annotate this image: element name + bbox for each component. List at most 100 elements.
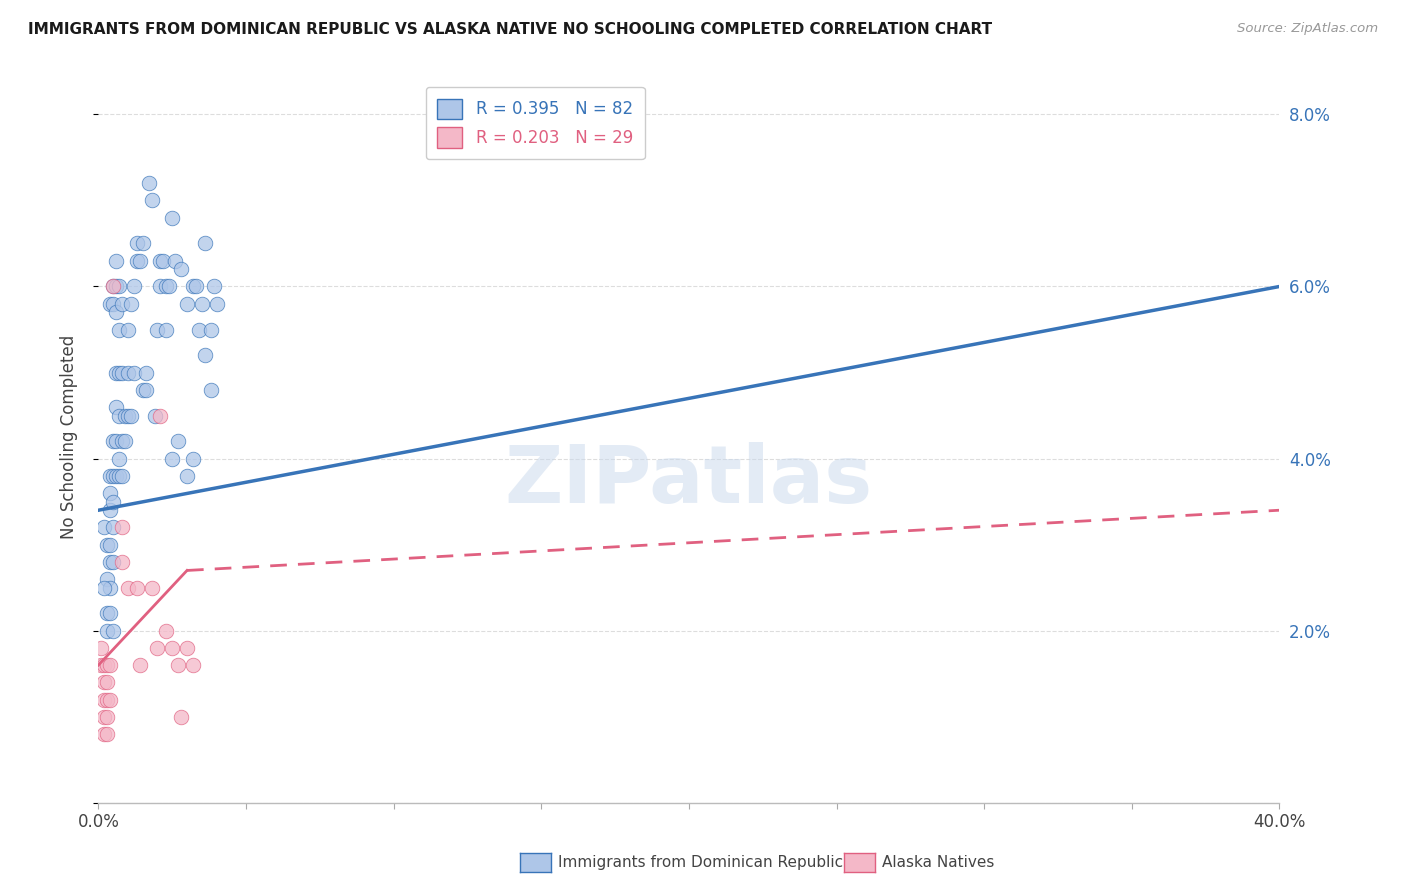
Point (194, 348, 217, 362)
Point (111, 468, 134, 483)
Point (143, 409, 166, 423)
Point (98, 555, 121, 569)
Point (90, 658, 112, 673)
Point (93, 520, 115, 534)
Point (132, 236, 155, 251)
Point (105, 468, 128, 483)
Point (108, 366, 131, 380)
Point (149, 279, 172, 293)
Point (117, 409, 139, 423)
Point (111, 434, 134, 449)
Point (176, 640, 198, 655)
Point (187, 322, 209, 336)
Point (103, 624, 125, 638)
Point (96, 675, 118, 690)
Point (141, 581, 163, 595)
Point (111, 555, 134, 569)
Point (96, 607, 118, 621)
Point (108, 468, 131, 483)
Point (96, 538, 118, 552)
Point (122, 366, 145, 380)
Point (96, 572, 118, 586)
Point (149, 253, 172, 268)
Point (125, 581, 148, 595)
Point (103, 555, 125, 569)
Point (146, 640, 169, 655)
Point (202, 279, 225, 293)
Point (93, 675, 115, 690)
Point (96, 624, 118, 638)
Point (120, 409, 142, 423)
Point (184, 279, 207, 293)
Point (111, 520, 134, 534)
Point (98, 468, 121, 483)
Point (96, 692, 118, 706)
Point (162, 640, 183, 655)
Point (105, 366, 128, 380)
Text: Alaska Natives: Alaska Natives (882, 855, 994, 870)
Point (108, 451, 131, 466)
Point (98, 692, 121, 706)
Point (98, 658, 121, 673)
Point (200, 383, 222, 397)
Point (103, 494, 125, 508)
Point (96, 658, 118, 673)
Point (170, 710, 193, 724)
Point (167, 434, 190, 449)
Point (162, 451, 183, 466)
Point (176, 468, 198, 483)
Point (165, 253, 187, 268)
Point (176, 296, 198, 310)
Point (181, 451, 204, 466)
Point (103, 468, 125, 483)
Point (90, 640, 112, 655)
Point (135, 383, 157, 397)
Point (98, 503, 121, 517)
Point (103, 296, 125, 310)
Point (117, 322, 139, 336)
Point (170, 262, 193, 277)
Point (105, 305, 128, 319)
Point (98, 581, 121, 595)
Point (155, 322, 177, 336)
Point (155, 624, 177, 638)
Point (98, 296, 121, 310)
Point (103, 279, 125, 293)
Point (114, 434, 136, 449)
Point (117, 366, 139, 380)
Point (205, 296, 228, 310)
Point (200, 322, 222, 336)
Point (98, 486, 121, 500)
Point (103, 520, 125, 534)
Text: Source: ZipAtlas.com: Source: ZipAtlas.com (1237, 22, 1378, 36)
Point (138, 176, 160, 190)
Point (93, 727, 115, 741)
Point (181, 279, 204, 293)
Legend: R = 0.395   N = 82, R = 0.203   N = 29: R = 0.395 N = 82, R = 0.203 N = 29 (426, 87, 644, 160)
Point (108, 409, 131, 423)
Point (117, 581, 139, 595)
Point (105, 400, 128, 414)
Point (114, 409, 136, 423)
Point (108, 322, 131, 336)
Point (125, 253, 148, 268)
Point (105, 279, 128, 293)
Point (93, 581, 115, 595)
Point (132, 383, 155, 397)
Y-axis label: No Schooling Completed: No Schooling Completed (59, 335, 77, 539)
Point (191, 296, 214, 310)
Point (135, 366, 157, 380)
Point (93, 692, 115, 706)
Point (125, 236, 148, 251)
Point (128, 658, 150, 673)
Point (122, 279, 145, 293)
Point (98, 538, 121, 552)
Point (93, 710, 115, 724)
Point (162, 211, 183, 225)
Text: Immigrants from Dominican Republic: Immigrants from Dominican Republic (558, 855, 844, 870)
Text: IMMIGRANTS FROM DOMINICAN REPUBLIC VS ALASKA NATIVE NO SCHOOLING COMPLETED CORRE: IMMIGRANTS FROM DOMINICAN REPUBLIC VS AL… (28, 22, 993, 37)
Point (108, 279, 131, 293)
Point (103, 279, 125, 293)
Point (103, 434, 125, 449)
Point (120, 296, 142, 310)
